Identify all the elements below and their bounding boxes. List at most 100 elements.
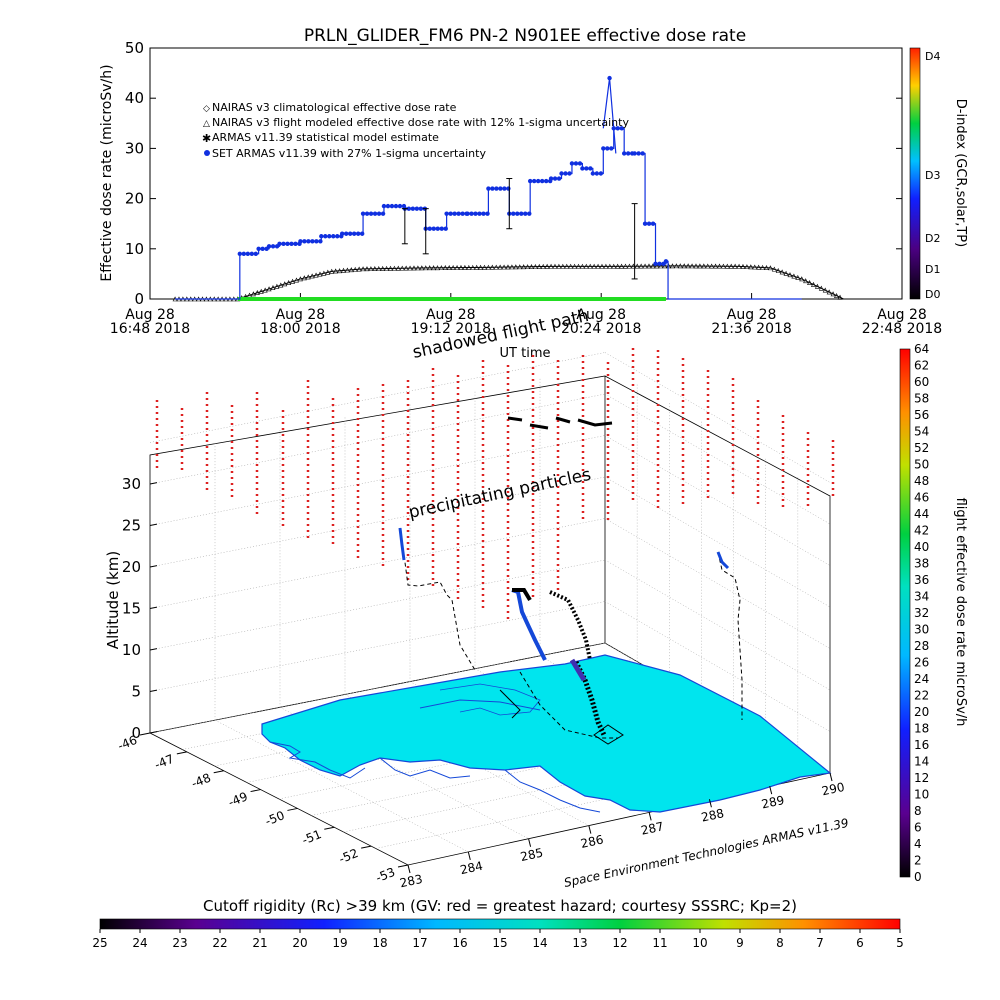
nairas-flight-point — [286, 280, 292, 285]
set-armas-point — [559, 171, 564, 176]
set-armas-point — [256, 246, 261, 251]
nairas-flight-point — [309, 273, 315, 279]
set-armas-point — [531, 178, 537, 184]
set-armas-point — [368, 211, 374, 216]
map-coastline-fjords — [269, 699, 601, 813]
set-armas-point — [519, 211, 524, 216]
nairas-flight-point — [818, 285, 824, 291]
nairas-flight-point — [478, 264, 484, 270]
dose-colorbar-tick-label: 24 — [914, 672, 929, 686]
nairas-flight-point — [763, 265, 769, 270]
dindex-label: D-index (GCR,solar,TP) — [953, 99, 968, 247]
nairas-flight-point — [470, 264, 476, 270]
nairas-flight-point — [395, 265, 401, 271]
nairas-flight-point — [434, 265, 440, 271]
nairas-flight-point — [485, 264, 491, 270]
rigidity-colorbar-tick-label: 17 — [412, 936, 427, 950]
top-x-tick-label-date: Aug 28 — [276, 307, 326, 323]
altitude-tick-mark — [149, 482, 158, 485]
nairas-flight-point — [509, 264, 515, 270]
dose-colorbar-tick-label: 42 — [914, 524, 929, 538]
dose-colorbar-tick-label: 10 — [914, 788, 929, 802]
latitude-tick-label: -46 — [116, 733, 139, 753]
set-armas-point — [515, 211, 520, 216]
nairas-flight-point — [685, 263, 691, 269]
nairas-flight-point — [619, 263, 625, 269]
longitude-tick-label: 284 — [459, 859, 484, 877]
dose-colorbar-tick-label: 8 — [914, 804, 922, 818]
nairas-flight-point — [591, 263, 597, 269]
rigidity-colorbar-ticks: 25 24 23 22 21 20 19 18 17 16 15 14 13 12 11 10 9 8 7 6 5 — [92, 929, 904, 950]
nairas-flight-point — [834, 292, 840, 298]
longitude-tick-label: 287 — [640, 819, 665, 837]
set-armas-point — [380, 211, 386, 216]
dindex-tick-d1: D1 — [925, 263, 940, 276]
nairas-flight-point — [505, 264, 511, 270]
legend-item-nairas-flight: △ NAIRAS v3 flight modeled effective dos… — [203, 116, 629, 129]
grid-line-left-wall — [149, 476, 606, 568]
legend-marker-dot — [204, 150, 210, 156]
set-armas-point — [431, 226, 436, 231]
dindex-tick-d0: D0 — [925, 288, 940, 301]
dose-colorbar-tick-label: 60 — [914, 375, 929, 389]
set-armas-point — [556, 176, 562, 181]
rigidity-colorbar-tick-label: 21 — [252, 936, 267, 950]
dindex-colorbar: D4 D3 D2 D1 D0 D-index (GCR,solar,TP) — [909, 47, 968, 301]
nairas-flight-point — [803, 278, 809, 284]
nairas-flight-point — [521, 264, 527, 270]
dose-colorbar-tick-label: 32 — [914, 606, 929, 620]
set-armas-point — [523, 211, 528, 216]
nairas-flight-point — [709, 263, 715, 269]
longitude-tick-mark — [708, 799, 712, 808]
set-armas-point — [249, 251, 255, 257]
set-armas-point — [636, 151, 641, 156]
top-y-ticks: 0 10 20 30 40 50 — [125, 39, 902, 308]
set-armas-point — [640, 151, 645, 156]
set-armas-point — [452, 211, 457, 216]
nairas-flight-point — [552, 263, 558, 269]
legend-text-set-armas: SET ARMAS v11.39 with 27% 1-sigma uncert… — [212, 147, 486, 160]
rigidity-colorbar-tick-label: 18 — [372, 936, 387, 950]
nairas-flight-point — [681, 263, 687, 269]
dose-colorbar-tick-label: 52 — [914, 441, 929, 455]
nairas-flight-point — [611, 263, 617, 269]
nairas-flight-point — [282, 281, 288, 287]
longitude-tick-mark — [528, 838, 532, 847]
set-armas-point — [485, 211, 490, 216]
set-armas-point — [460, 211, 465, 216]
nairas-flight-point — [752, 264, 758, 270]
map-inner-coast — [439, 683, 541, 716]
longitude-ticks: 283 284 285 286 287 288 289 290 — [399, 772, 846, 890]
legend-item-armas-model: ✱ ARMAS v11.39 statistical model estimat… — [202, 131, 439, 145]
nairas-flight-point — [517, 264, 523, 270]
altitude-tick-mark — [149, 689, 158, 692]
flight-path-top-plane — [507, 416, 613, 430]
longitude-tick-label: 289 — [760, 793, 785, 811]
top-y-tick-label: 10 — [125, 240, 144, 258]
dose-colorbar-tick-label: 20 — [914, 705, 929, 719]
nairas-flight-point — [595, 263, 601, 269]
set-armas-point — [343, 231, 349, 236]
nairas-flight-point — [810, 281, 816, 287]
rigidity-colorbar-tick-label: 23 — [172, 936, 187, 950]
dose-colorbar-tick-label: 22 — [914, 689, 929, 703]
nairas-flight-point — [740, 263, 746, 269]
rigidity-colorbar-tick-label: 15 — [492, 936, 507, 950]
dose-colorbar-bar — [899, 348, 911, 878]
nairas-flight-point — [775, 267, 781, 273]
back-wall-left — [149, 375, 606, 733]
nairas-flight-point — [458, 264, 464, 270]
nairas-flight-point — [744, 264, 750, 270]
set-armas-point — [609, 146, 614, 151]
nairas-flight-point — [693, 263, 699, 269]
nairas-flight-point — [536, 263, 542, 269]
nairas-flight-point — [270, 285, 276, 291]
nairas-flight-point — [368, 266, 374, 272]
longitude-tick-mark — [588, 825, 592, 834]
set-armas-point — [410, 206, 416, 211]
set-armas-point — [621, 151, 627, 156]
